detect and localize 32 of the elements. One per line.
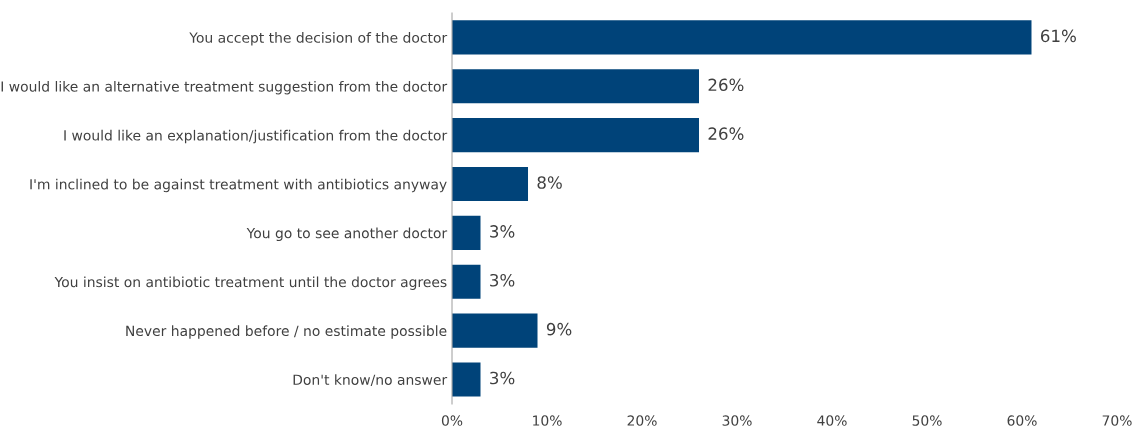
bar xyxy=(452,69,699,104)
bar xyxy=(452,166,529,202)
x-tick-label: 50% xyxy=(912,415,942,426)
x-tick-label: 30% xyxy=(722,415,752,426)
bar xyxy=(452,362,481,397)
x-tick-label: 10% xyxy=(533,415,562,426)
y-tick-label: I would like an alternative treatment suggestion from the doctor xyxy=(1,80,448,95)
data-label: 3% xyxy=(490,371,515,385)
bar xyxy=(452,313,538,348)
data-label: 3% xyxy=(490,273,515,287)
x-tick-label: 70% xyxy=(1102,415,1132,426)
data-label: 26% xyxy=(708,127,744,140)
y-tick-label: You insist on antibiotic treatment until the doctor agrees xyxy=(54,276,447,290)
bar xyxy=(452,215,481,250)
data-label: 8% xyxy=(537,176,562,189)
bar xyxy=(452,20,1032,55)
y-tick-label: You go to see another doctor xyxy=(246,227,448,242)
x-tick-label: 20% xyxy=(627,415,657,426)
y-tick-label: You accept the decision of the doctor xyxy=(189,32,448,46)
y-tick-label: I would like an explanation/justification from the doctor xyxy=(64,129,448,144)
data-label: 61% xyxy=(1040,29,1076,43)
data-label: 26% xyxy=(708,78,744,92)
x-tick-label: 60% xyxy=(1007,415,1037,426)
data-label: 9% xyxy=(546,322,572,336)
y-tick-label: I'm inclined to be against treatment with antibiotics anyway xyxy=(30,178,447,193)
x-tick-label: 40% xyxy=(817,415,847,426)
y-tick-label: Never happened before / no estimate possible xyxy=(126,325,447,339)
x-tick-label: 0% xyxy=(441,415,463,426)
data-label: 3% xyxy=(490,225,515,238)
bar xyxy=(452,264,481,299)
y-tick-label: Don't know/no answer xyxy=(293,374,448,387)
bar xyxy=(452,118,699,153)
